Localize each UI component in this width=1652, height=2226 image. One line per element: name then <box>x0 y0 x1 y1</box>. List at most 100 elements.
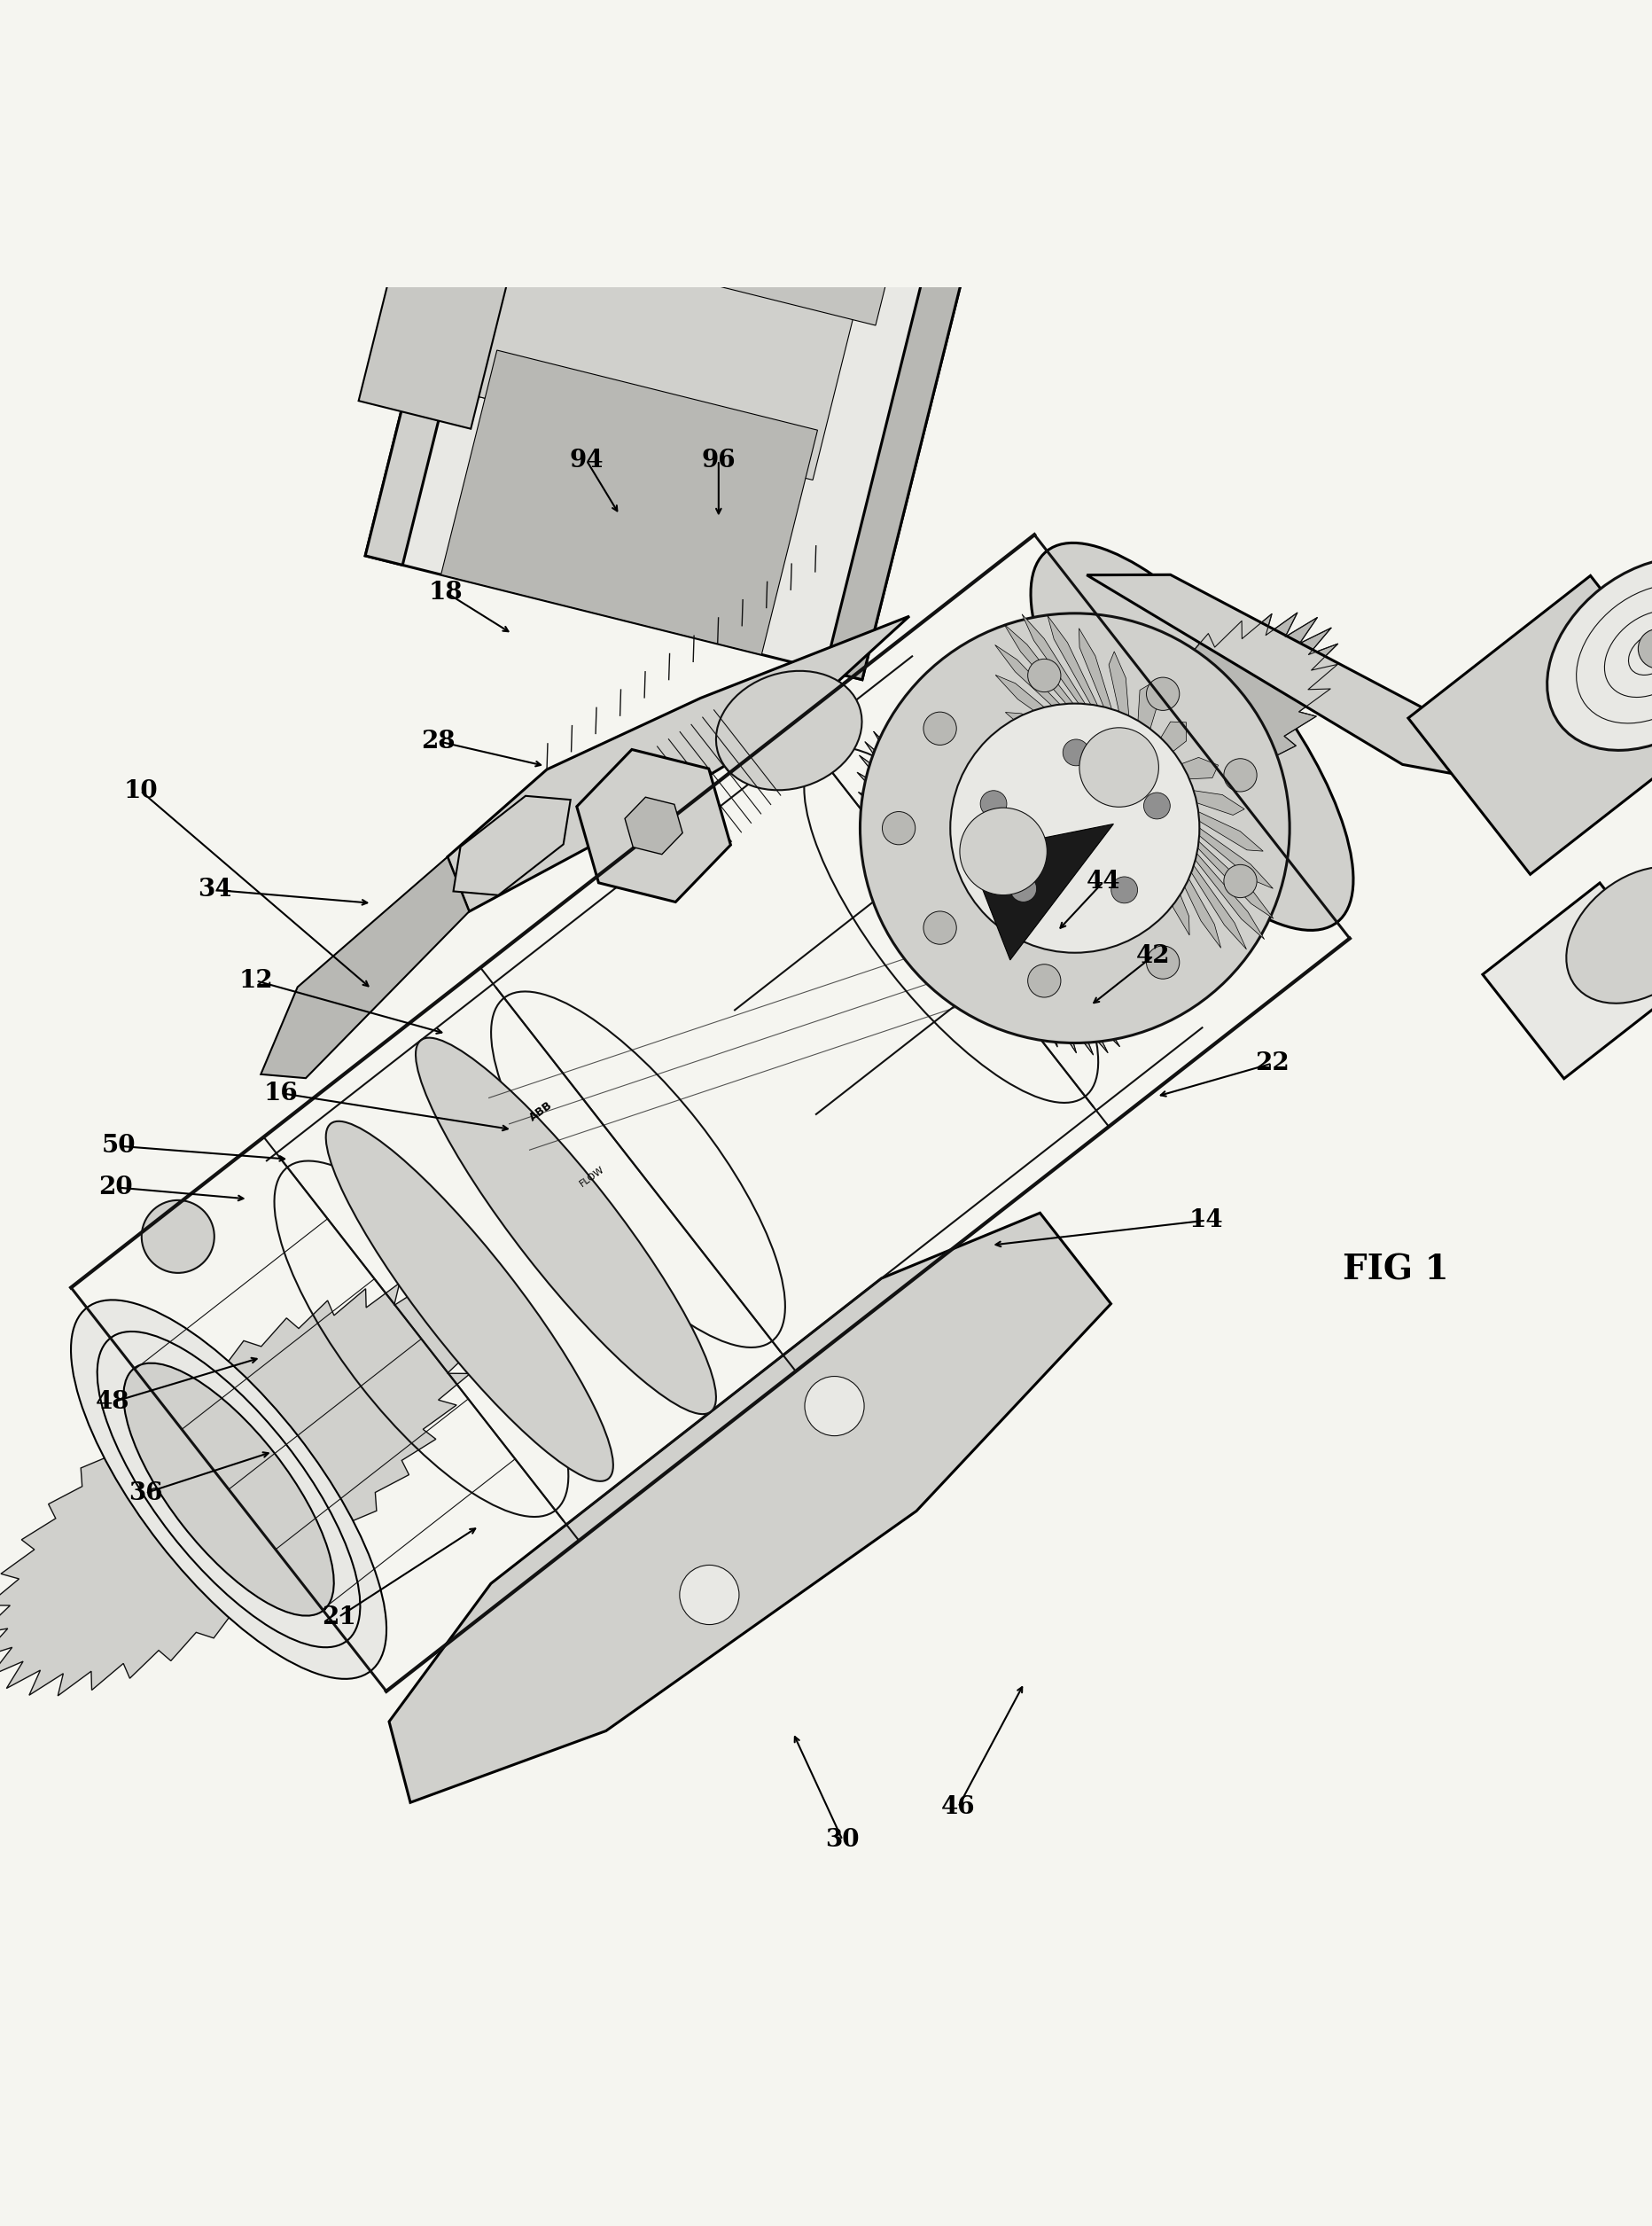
Text: 46: 46 <box>942 1794 975 1819</box>
Text: 12: 12 <box>240 968 273 993</box>
Circle shape <box>1112 877 1138 904</box>
Circle shape <box>861 614 1290 1044</box>
Circle shape <box>923 712 957 746</box>
Circle shape <box>1639 630 1652 668</box>
Ellipse shape <box>715 670 862 790</box>
Circle shape <box>1062 739 1089 766</box>
Text: FIG 1: FIG 1 <box>1343 1253 1449 1287</box>
Polygon shape <box>857 723 1137 1055</box>
Polygon shape <box>365 0 699 565</box>
Text: 10: 10 <box>124 779 157 804</box>
Polygon shape <box>428 127 877 481</box>
Polygon shape <box>968 824 1113 959</box>
Ellipse shape <box>71 1300 387 1678</box>
Polygon shape <box>1135 781 1244 815</box>
Polygon shape <box>1135 757 1218 781</box>
Circle shape <box>923 910 957 944</box>
Polygon shape <box>1135 781 1247 948</box>
Circle shape <box>960 808 1047 895</box>
Polygon shape <box>1135 781 1274 888</box>
Polygon shape <box>448 617 909 910</box>
Polygon shape <box>453 797 570 895</box>
Polygon shape <box>441 349 818 654</box>
Polygon shape <box>616 0 788 321</box>
Text: 21: 21 <box>322 1605 355 1629</box>
Polygon shape <box>358 209 519 430</box>
Circle shape <box>805 1376 864 1436</box>
Polygon shape <box>970 612 1338 922</box>
Polygon shape <box>1135 781 1264 939</box>
Circle shape <box>1143 792 1170 819</box>
Text: 96: 96 <box>702 447 735 472</box>
Text: ABB: ABB <box>527 1100 555 1124</box>
Polygon shape <box>1135 781 1221 948</box>
Circle shape <box>142 1200 215 1273</box>
Ellipse shape <box>124 1362 334 1616</box>
Polygon shape <box>390 1213 1110 1803</box>
Polygon shape <box>719 0 889 345</box>
Polygon shape <box>261 857 469 1077</box>
Polygon shape <box>603 62 881 147</box>
Circle shape <box>980 790 1006 817</box>
Polygon shape <box>995 646 1135 781</box>
Text: 28: 28 <box>421 730 454 752</box>
Polygon shape <box>1004 623 1135 781</box>
Polygon shape <box>451 0 884 461</box>
Polygon shape <box>1135 683 1156 781</box>
Ellipse shape <box>1566 866 1652 1004</box>
Text: 94: 94 <box>570 447 603 472</box>
Text: 36: 36 <box>129 1480 162 1505</box>
Ellipse shape <box>1548 556 1652 750</box>
Text: 50: 50 <box>102 1133 135 1158</box>
Polygon shape <box>1024 748 1135 781</box>
Text: 22: 22 <box>1256 1051 1289 1075</box>
Polygon shape <box>1135 721 1186 781</box>
Ellipse shape <box>416 1037 715 1414</box>
Polygon shape <box>1135 781 1160 913</box>
Polygon shape <box>1023 614 1135 781</box>
Circle shape <box>1224 759 1257 792</box>
Ellipse shape <box>325 1122 613 1480</box>
Text: 20: 20 <box>99 1175 132 1200</box>
Polygon shape <box>1135 781 1189 935</box>
Polygon shape <box>897 770 1097 1008</box>
Ellipse shape <box>1031 543 1353 930</box>
Polygon shape <box>577 750 730 902</box>
Polygon shape <box>996 674 1135 781</box>
Circle shape <box>1028 964 1061 997</box>
Circle shape <box>1224 864 1257 897</box>
Text: FLOW: FLOW <box>578 1164 606 1189</box>
Polygon shape <box>1135 781 1274 919</box>
Circle shape <box>950 703 1199 953</box>
Text: 16: 16 <box>264 1082 297 1104</box>
Text: 30: 30 <box>826 1828 859 1852</box>
Polygon shape <box>620 69 923 325</box>
Polygon shape <box>1408 577 1652 875</box>
Polygon shape <box>1482 884 1652 1080</box>
Text: 44: 44 <box>1087 870 1120 893</box>
Polygon shape <box>1047 617 1135 781</box>
Text: 14: 14 <box>1189 1209 1222 1233</box>
Polygon shape <box>558 0 856 38</box>
Polygon shape <box>540 0 983 370</box>
Text: 18: 18 <box>430 581 463 605</box>
Circle shape <box>1146 946 1180 979</box>
Text: 42: 42 <box>1137 944 1170 968</box>
Polygon shape <box>365 0 1158 679</box>
Polygon shape <box>1079 628 1135 781</box>
Text: 48: 48 <box>96 1391 129 1414</box>
Circle shape <box>679 1565 738 1625</box>
Polygon shape <box>667 0 839 334</box>
Circle shape <box>1079 728 1158 808</box>
Circle shape <box>882 812 915 844</box>
Polygon shape <box>1051 781 1135 806</box>
Circle shape <box>1009 875 1036 902</box>
Text: 34: 34 <box>198 877 231 902</box>
Circle shape <box>1028 659 1061 692</box>
Ellipse shape <box>97 1331 360 1647</box>
Polygon shape <box>1087 574 1597 801</box>
Polygon shape <box>0 1282 477 1696</box>
Circle shape <box>1146 677 1180 710</box>
Polygon shape <box>624 797 682 855</box>
Polygon shape <box>824 0 1158 679</box>
